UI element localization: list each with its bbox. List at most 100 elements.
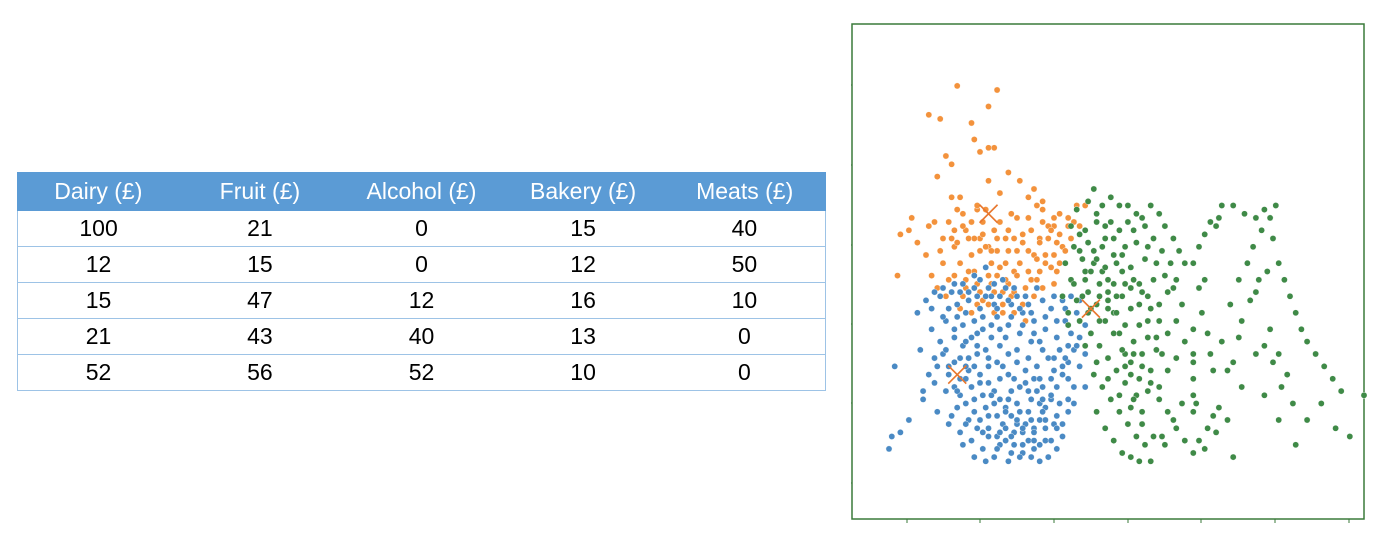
- scatter-point: [1124, 202, 1132, 209]
- scatter-point: [979, 313, 987, 321]
- scatter-point: [988, 247, 995, 255]
- scatter-point: [1118, 268, 1126, 275]
- scatter-point: [1053, 445, 1061, 453]
- scatter-point: [996, 189, 1004, 197]
- scatter-point: [1101, 235, 1109, 242]
- scatter-point: [1172, 276, 1180, 284]
- scatter-point: [1047, 264, 1055, 271]
- scatter-point: [1104, 305, 1112, 312]
- scatter-point: [1113, 259, 1120, 267]
- scatter-point: [985, 284, 992, 292]
- scatter-point: [1090, 185, 1098, 193]
- scatter-point: [1064, 396, 1072, 403]
- scatter-point: [988, 292, 995, 300]
- scatter-point: [1110, 437, 1118, 444]
- scatter-point: [1201, 231, 1209, 238]
- scatter-point: [942, 152, 950, 160]
- scatter-point: [951, 280, 958, 288]
- centroid-markers: [947, 204, 1101, 385]
- scatter-point: [1013, 416, 1021, 424]
- scatter-point: [1033, 363, 1041, 370]
- scatter-point: [971, 317, 978, 325]
- scatter-point: [1189, 391, 1197, 399]
- scatter-point: [1059, 292, 1066, 300]
- scatter-point: [1067, 292, 1075, 300]
- scatter-point: [1027, 226, 1035, 234]
- scatter-point: [1002, 235, 1009, 242]
- scatter-point: [1064, 408, 1072, 416]
- scatter-point: [953, 313, 961, 321]
- scatter-point: [1098, 383, 1106, 391]
- scatter-point: [942, 387, 950, 395]
- scatter-point: [1144, 292, 1152, 300]
- scatter-point: [1150, 235, 1157, 242]
- scatter-point: [1116, 408, 1123, 416]
- scatter-point: [1164, 367, 1172, 374]
- scatter-point: [1025, 247, 1032, 255]
- scatter-point: [1286, 292, 1294, 300]
- scatter-point: [919, 396, 927, 403]
- scatter-point: [1161, 272, 1169, 279]
- scatter-point: [971, 284, 978, 292]
- scatter-point: [1135, 321, 1143, 329]
- scatter-point: [934, 173, 941, 180]
- data-table: Dairy (£) Fruit (£) Alcohol (£) Bakery (…: [17, 172, 826, 391]
- scatter-point: [1067, 330, 1075, 337]
- scatter-point: [1124, 420, 1132, 428]
- scatter-point: [1056, 210, 1063, 218]
- scatter-point: [976, 305, 984, 312]
- scatter-point: [1053, 412, 1061, 420]
- scatter-point: [982, 346, 989, 354]
- scatter-point: [1098, 202, 1106, 209]
- scatter-point: [1081, 350, 1089, 358]
- scatter-point: [1158, 247, 1166, 255]
- centroid-stroke: [978, 204, 999, 224]
- scatter-point: [1022, 379, 1029, 387]
- table-cell: 40: [663, 210, 826, 247]
- scatter-point: [968, 334, 975, 341]
- scatter-point: [976, 416, 984, 424]
- scatter-point: [1266, 325, 1274, 333]
- scatter-point: [1266, 214, 1274, 222]
- scatter-point: [1150, 276, 1157, 284]
- scatter-point: [1110, 235, 1118, 242]
- scatter-point: [1073, 342, 1080, 350]
- scatter-point: [894, 272, 901, 279]
- scatter-point: [973, 350, 981, 358]
- scatter-point: [1170, 284, 1177, 292]
- scatter-point: [1224, 367, 1231, 374]
- scatter-point: [1127, 358, 1135, 366]
- scatter-point: [1002, 334, 1009, 341]
- scatter-point: [1189, 259, 1197, 267]
- scatter-point: [1189, 408, 1197, 416]
- scatter-point: [1263, 268, 1271, 275]
- scatter-point: [999, 276, 1007, 284]
- scatter-point: [993, 86, 1001, 94]
- scatter-point: [1153, 346, 1160, 354]
- centroid-marker: [1081, 299, 1101, 319]
- table-cell: 0: [340, 210, 503, 247]
- scatter-point: [1298, 325, 1305, 333]
- scatter-point: [1053, 334, 1061, 341]
- scatter-point: [1050, 251, 1058, 259]
- data-points: [885, 82, 1367, 465]
- scatter-point: [959, 222, 967, 230]
- scatter-point: [1030, 292, 1038, 300]
- scatter-point: [1147, 367, 1155, 374]
- scatter-point: [1195, 284, 1203, 292]
- scatter-point: [1027, 416, 1035, 424]
- scatter-point: [965, 354, 972, 362]
- scatter-point: [1059, 371, 1066, 378]
- scatter-point: [1155, 317, 1163, 325]
- scatter-point: [982, 243, 989, 251]
- scatter-point: [985, 354, 992, 362]
- scatter-point: [1195, 243, 1203, 251]
- scatter-point: [1312, 350, 1319, 358]
- table-cell: 13: [502, 318, 664, 355]
- scatter-point: [1229, 202, 1237, 209]
- scatter-point: [1116, 202, 1123, 209]
- scatter-point: [1195, 437, 1203, 444]
- scatter-point: [905, 226, 913, 234]
- scatter-point: [1161, 222, 1169, 230]
- scatter-point: [948, 412, 955, 420]
